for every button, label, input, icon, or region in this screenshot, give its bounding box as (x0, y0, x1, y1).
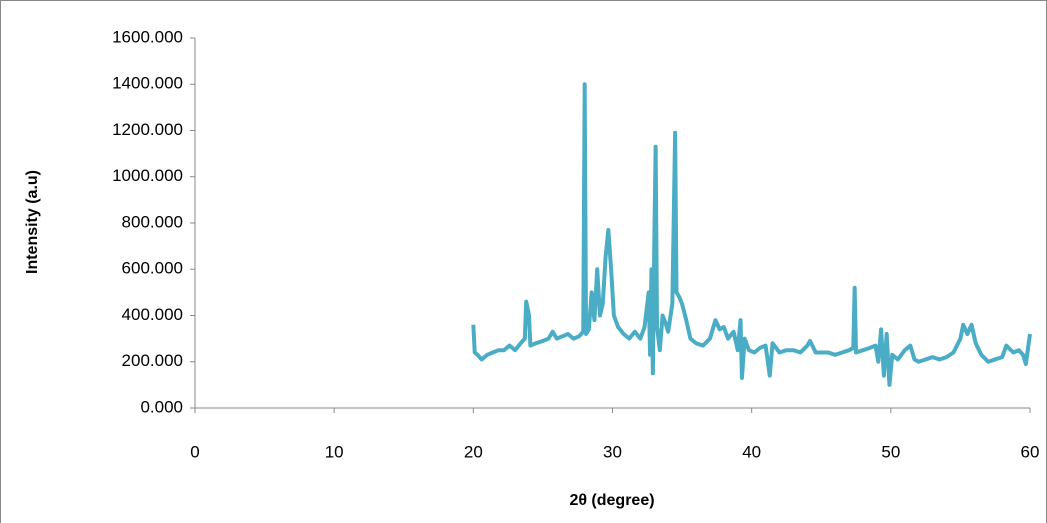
x-tick-label: 50 (881, 442, 900, 461)
x-tick-label: 60 (1021, 442, 1040, 461)
y-tick-label: 400.000 (122, 305, 183, 324)
y-tick-label: 1000.000 (112, 166, 183, 185)
x-tick-label: 40 (742, 442, 761, 461)
x-tick-label: 0 (190, 442, 199, 461)
x-tick-label: 20 (464, 442, 483, 461)
x-tick-label: 10 (325, 442, 344, 461)
y-tick-label: 600.000 (122, 259, 183, 278)
y-axis-title: Intensity (a.u) (24, 170, 41, 274)
y-tick-label: 200.000 (122, 351, 183, 370)
y-tick-label: 1600.000 (112, 27, 183, 46)
y-tick-label: 800.000 (122, 212, 183, 231)
y-tick-label: 0.000 (140, 397, 183, 416)
data-line (471, 82, 1032, 387)
y-tick-label: 1400.000 (112, 74, 183, 93)
x-tick-label: 30 (603, 442, 622, 461)
x-axis-title: 2θ (degree) (569, 492, 654, 509)
y-tick-label: 1200.000 (112, 120, 183, 139)
